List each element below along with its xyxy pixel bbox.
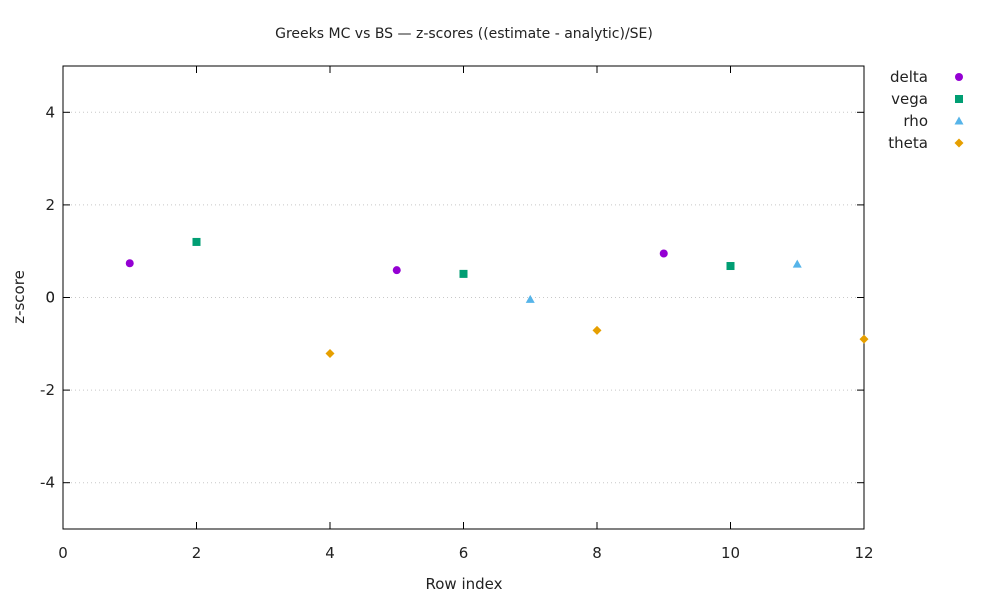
legend-label-rho: rho	[903, 112, 928, 130]
y-tick-label: 0	[45, 289, 55, 307]
chart-title: Greeks MC vs BS — z-scores ((estimate - …	[275, 26, 653, 42]
data-points	[125, 237, 869, 359]
x-tick-label: 0	[58, 544, 68, 562]
vega-point	[192, 237, 201, 246]
legend-marker-vega	[955, 95, 963, 103]
legend-marker-delta	[955, 73, 963, 81]
y-tick-label: 2	[45, 196, 55, 214]
y-tick-label: -4	[40, 474, 55, 492]
rho-point	[525, 294, 535, 303]
legend: delta vega rho theta	[888, 68, 964, 152]
grid	[63, 111, 864, 484]
legend-marker-theta	[954, 138, 964, 148]
vega-point	[726, 262, 735, 271]
y-axis-label: z-score	[10, 270, 28, 324]
theta-point	[859, 334, 869, 344]
x-tick-label: 8	[592, 544, 602, 562]
delta-point	[659, 249, 668, 258]
theta-point	[325, 349, 335, 359]
x-tick-label: 4	[325, 544, 335, 562]
x-tick-label: 12	[854, 544, 873, 562]
y-tick-label: 0	[45, 289, 55, 307]
vega-point	[459, 269, 468, 278]
x-axis-label: Row index	[426, 575, 503, 593]
plot-frame	[62, 65, 865, 530]
delta-point	[392, 266, 401, 275]
x-tick-label: 10	[721, 544, 740, 562]
legend-marker-rho	[954, 116, 964, 125]
legend-label-delta: delta	[890, 68, 928, 86]
legend-label-theta: theta	[888, 134, 928, 152]
rho-point	[792, 259, 802, 268]
legend-label-vega: vega	[891, 90, 928, 108]
theta-point	[592, 325, 602, 335]
delta-point	[125, 259, 134, 268]
y-tick-label: 4	[45, 103, 55, 121]
y-tick-label: -2	[40, 381, 55, 399]
x-tick-label: 6	[459, 544, 469, 562]
x-tick-label: 2	[192, 544, 202, 562]
